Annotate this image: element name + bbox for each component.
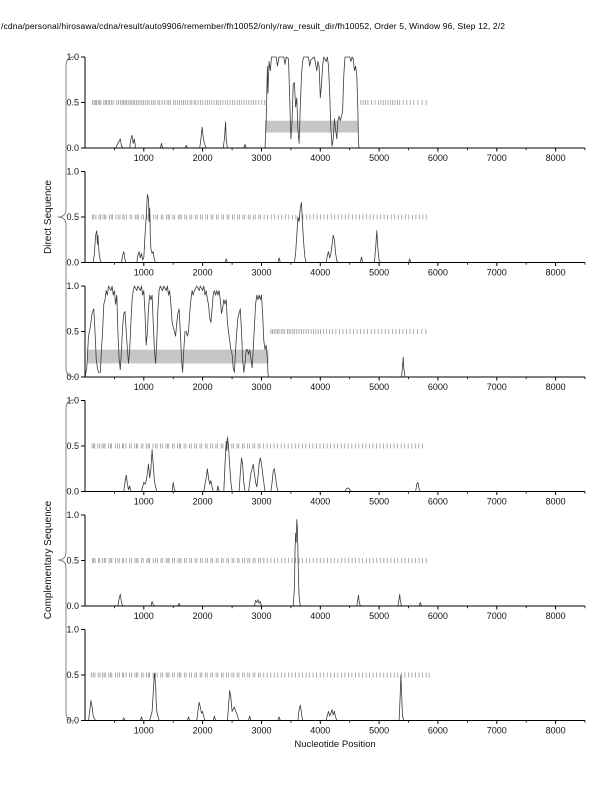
x-tick-label: 4000 [310,268,330,278]
direct-sequence-brace [57,56,75,378]
x-tick-label: 5000 [369,382,389,392]
x-tick-label: 8000 [546,382,566,392]
x-tick-label: 3000 [251,382,271,392]
series-line-score [85,56,585,149]
x-tick-label: 2000 [193,382,213,392]
x-tick-label: 4000 [310,611,330,621]
complementary-sequence-label: Complementary Sequence [43,500,54,619]
x-tick-label: 6000 [428,726,448,736]
x-tick-label: 5000 [369,726,389,736]
y-tick-label: 1.0 [66,167,79,177]
x-tick-label: 7000 [487,497,507,507]
x-tick-label: 1000 [134,497,154,507]
panel-complementary-2: 0.0 0.5 1.0 1000 2000 3000 4000 5000 6000 7000 800… [66,510,586,621]
x-tick-label: 7000 [487,382,507,392]
y-tick-label: 1.0 [66,625,79,635]
x-tick-label: 1000 [134,153,154,163]
x-tick-label: 6000 [428,153,448,163]
x-tick-label: 4000 [310,153,330,163]
y-tick-label: 0.0 [66,143,79,153]
x-axis-label: Nucleotide Position [294,739,375,750]
y-tick-label: 0.5 [66,670,79,680]
series-line-score [85,193,585,263]
x-tick-label: 1000 [134,268,154,278]
series-line-score [85,672,585,721]
x-tick-label: 4000 [310,726,330,736]
x-tick-label: 5000 [369,611,389,621]
x-tick-label: 1000 [134,382,154,392]
x-tick-label: 7000 [487,726,507,736]
panel-direct-2: 0.0 0.5 1.0 1000 2000 3000 4000 5000 6000 7000 800… [66,167,586,278]
axis-frame [84,515,585,607]
x-tick-label: 4000 [310,382,330,392]
x-tick-label: 6000 [428,268,448,278]
x-tick-label: 7000 [487,268,507,278]
x-tick-label: 6000 [428,611,448,621]
x-tick-label: 5000 [369,497,389,507]
x-tick-label: 8000 [546,611,566,621]
y-tick-label: 1.0 [66,510,79,520]
y-tick-label: 0.5 [66,327,79,337]
x-tick-label: 6000 [428,382,448,392]
x-tick-label: 8000 [546,497,566,507]
x-tick-label: 7000 [487,153,507,163]
direct-sequence-label: Direct Sequence [43,180,54,254]
x-tick-label: 3000 [251,153,271,163]
x-tick-label: 8000 [546,153,566,163]
y-tick-label: 0.5 [66,98,79,108]
x-tick-label: 2000 [193,268,213,278]
series-line-score [85,519,585,607]
y-tick-label: 0.5 [66,441,79,451]
x-tick-label: 8000 [546,268,566,278]
complementary-sequence-brace [57,399,75,722]
series-line-score [84,285,585,378]
panels-group: 0.0 0.5 1.0 1000 2000 3000 4000 5000 6000 7000 800… [66,52,586,736]
x-tick-label: 8000 [546,726,566,736]
y-tick-label: 1.0 [66,281,79,291]
x-tick-label: 1000 [134,726,154,736]
y-tick-label: 0.0 [66,601,79,611]
x-tick-label: 5000 [369,268,389,278]
x-tick-label: 2000 [193,153,213,163]
y-tick-label: 0.0 [66,487,79,497]
x-tick-label: 2000 [193,611,213,621]
x-tick-label: 3000 [251,726,271,736]
x-tick-label: 1000 [134,611,154,621]
x-tick-label: 6000 [428,497,448,507]
x-tick-label: 3000 [251,268,271,278]
series-line-score [85,436,585,492]
highlight-bar [86,349,269,364]
x-tick-label: 3000 [251,497,271,507]
x-tick-label: 2000 [193,497,213,507]
x-tick-label: 4000 [310,497,330,507]
plot-title: /cdna/personal/hirosawa/cdna/result/auto… [1,21,506,31]
y-tick-label: 0.0 [66,258,79,268]
axis-frame [84,400,585,492]
y-tick-label: 0.5 [66,212,79,222]
axis-frame [84,629,585,721]
x-tick-label: 2000 [193,726,213,736]
x-tick-label: 3000 [251,611,271,621]
highlight-bar [265,120,359,133]
y-tick-label: 0.5 [66,556,79,566]
x-tick-label: 7000 [487,611,507,621]
x-tick-label: 5000 [369,153,389,163]
